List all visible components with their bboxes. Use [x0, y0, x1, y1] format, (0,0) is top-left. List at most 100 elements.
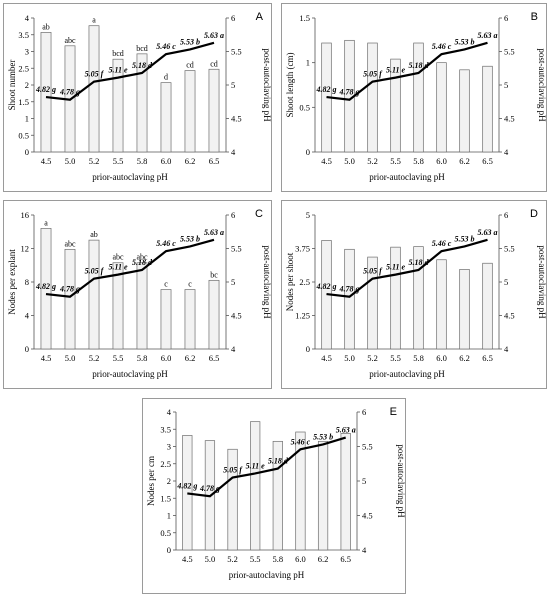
bar: [112, 262, 124, 350]
panel-letter: E: [390, 406, 397, 418]
ph-point-label: 5.11 e: [386, 263, 406, 272]
x-tick-label: 6.5: [482, 353, 493, 363]
x-tick-label: 4.5: [41, 353, 52, 363]
x-tick-label: 5.0: [344, 353, 355, 363]
x-tick-label: 5.5: [113, 156, 124, 166]
y-tick-label: 1.5: [160, 493, 171, 503]
x-tick-label: 5.2: [227, 554, 238, 564]
y2-tick-label: 5: [231, 80, 235, 90]
x-tick-label: 5.2: [367, 156, 378, 166]
ph-point-label: 5.05 f: [223, 466, 243, 475]
x-tick-label: 5.0: [65, 156, 76, 166]
x-tick-label: 5.2: [89, 353, 100, 363]
y-tick-label: 2.5: [299, 277, 310, 287]
y-tick-label: 3.5: [18, 30, 29, 40]
x-tick-label: 5.5: [250, 554, 261, 564]
y-tick-label: 2: [25, 80, 29, 90]
ph-point-label: 5.53 b: [455, 234, 475, 243]
x-tick-label: 6.5: [209, 156, 220, 166]
bar: [482, 65, 493, 153]
bar: [184, 289, 196, 350]
y2-tick-label: 4.5: [231, 311, 242, 321]
x-tick-label: 5.5: [113, 353, 124, 363]
y-axis-title: Nodes per cm: [146, 456, 156, 506]
bar-letter-label: abc: [136, 253, 148, 262]
y2-tick-label: 5.5: [504, 244, 515, 254]
bar-letter-label: bc: [210, 270, 218, 279]
ph-point-label: 5.05 f: [363, 267, 383, 276]
bar: [88, 239, 100, 350]
y2-tick-label: 5.5: [504, 47, 515, 57]
y2-tick-label: 4: [504, 344, 509, 354]
y-tick-label: 16: [21, 210, 30, 220]
bar: [136, 262, 148, 350]
ph-point-label: 5.18 d: [268, 457, 289, 466]
y2-tick-label: 4.5: [504, 114, 515, 124]
chart-panel-a: 0 0.5 1 1.5 2 2.5 3 3.5 4 4 4.5 5 5.5 6 ab 4.5 abc 5.0 a 5.…: [3, 3, 272, 192]
ph-point-label: 5.18 d: [132, 61, 153, 70]
y2-tick-label: 5.5: [231, 244, 242, 254]
x-tick-label: 5.8: [413, 156, 424, 166]
y-tick-label: 0.5: [160, 528, 171, 538]
bar-letter-label: abc: [64, 36, 76, 45]
ph-point-label: 5.53 b: [455, 37, 475, 46]
y-tick-label: 2: [167, 476, 171, 486]
y2-axis-title: post-autoclaving pH: [537, 245, 547, 319]
chart-panel-b: 0 0.5 1 1.5 4 4.5 5 5.5 6 4.5 5.0 5.2 5.5 5.8 6.0 6.2 6.…: [281, 3, 547, 192]
y-axis-title: Nodes per shoot: [285, 252, 295, 311]
y-tick-label: 0: [306, 344, 310, 354]
ph-point-label: 4.78 g: [59, 285, 80, 294]
bar-letter-label: c: [164, 280, 168, 289]
y-tick-label: 2.5: [160, 459, 171, 469]
bar: [367, 42, 378, 153]
ph-point-label: 4.78 g: [199, 484, 220, 493]
panel-letter: C: [255, 208, 263, 220]
y-tick-label: 4: [25, 13, 30, 23]
y2-axis-title: post-autoclaving pH: [396, 444, 406, 518]
ph-point-label: 5.63 a: [336, 426, 356, 435]
y2-axis-title: post-autoclaving pH: [262, 48, 272, 122]
chart-panel-d: 0 1.25 2.5 3.75 5 4 4.5 5 5.5 6 4.5 5.0 5.2 5.5 5.8 6.0…: [281, 200, 547, 389]
y-tick-label: 1: [167, 511, 171, 521]
x-axis-title: prior-autoclaving pH: [229, 570, 305, 580]
ph-point-label: 5.63 a: [204, 31, 224, 40]
y-tick-label: 12: [21, 244, 30, 254]
y2-tick-label: 4: [231, 344, 236, 354]
ph-point-label: 4.82 g: [316, 85, 337, 94]
chart-panel-e: 0 0.5 1 1.5 2 2.5 3 3.5 4 4 4.5 5 5.5 6 4.5 5.0 5.2 5.5 5.…: [142, 398, 406, 594]
bar: [340, 433, 351, 551]
x-tick-label: 4.5: [321, 353, 332, 363]
chart-panel-c: 0 4 8 12 16 4 4.5 5 5.5 6 a 4.5 abc 5.0 ab 5.2 abc 5.5 abc…: [3, 200, 272, 389]
bar: [413, 246, 424, 350]
y-tick-label: 0: [25, 147, 29, 157]
y-tick-label: 4: [167, 407, 172, 417]
x-tick-label: 4.5: [182, 554, 193, 564]
x-tick-label: 5.0: [344, 156, 355, 166]
bar: [344, 248, 355, 350]
panel-letter: D: [530, 208, 538, 220]
y-tick-label: 0.5: [299, 102, 310, 112]
bar-letter-label: bcd: [112, 49, 124, 58]
ph-point-label: 5.18 d: [409, 61, 430, 70]
ph-point-label: 5.46 c: [156, 239, 176, 248]
bar-letter-label: abc: [112, 253, 124, 262]
bar: [413, 42, 424, 153]
ph-point-label: 5.11 e: [246, 461, 266, 470]
x-tick-label: 6.2: [459, 156, 470, 166]
bar: [136, 53, 148, 153]
y-tick-label: 1.5: [299, 13, 310, 23]
bar-letter-label: ab: [90, 230, 98, 239]
ph-point-label: 4.82 g: [176, 481, 197, 490]
x-tick-label: 5.8: [413, 353, 424, 363]
y2-tick-label: 5: [504, 277, 508, 287]
y-tick-label: 5: [306, 210, 310, 220]
post-autoclaving-ph-line: [187, 436, 347, 498]
ph-point-label: 5.63 a: [478, 31, 498, 40]
bar: [208, 279, 220, 350]
x-tick-label: 6.2: [185, 353, 196, 363]
x-axis-title: prior-autoclaving pH: [92, 172, 168, 182]
post-autoclaving-ph-line: [45, 238, 215, 298]
ph-point-label: 4.78 g: [339, 88, 360, 97]
x-tick-label: 6.5: [482, 156, 493, 166]
post-autoclaving-ph-line: [45, 41, 215, 101]
